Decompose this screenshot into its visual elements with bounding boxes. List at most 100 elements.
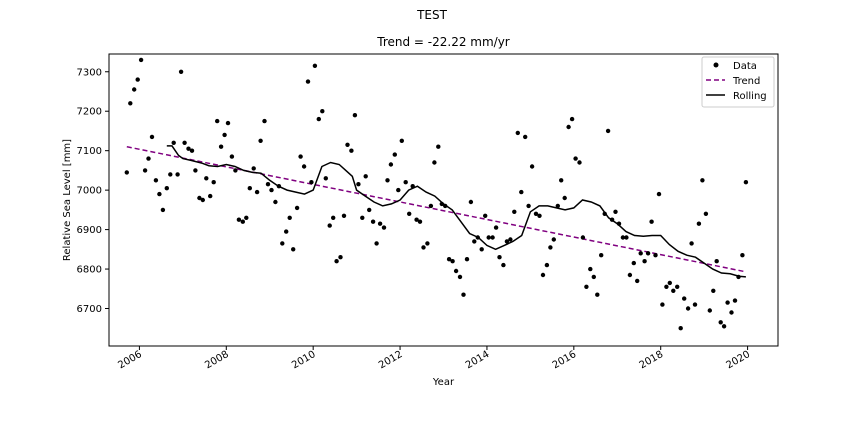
data-point	[457, 274, 463, 280]
data-point	[138, 57, 144, 63]
data-point	[605, 128, 611, 134]
data-point	[707, 308, 712, 313]
data-point	[360, 215, 365, 220]
data-point	[490, 235, 495, 240]
data-points	[124, 57, 749, 331]
data-point	[417, 219, 423, 224]
data-point	[392, 152, 397, 157]
data-point	[613, 209, 618, 214]
data-point	[645, 251, 651, 256]
data-point	[301, 164, 307, 169]
data-point	[512, 209, 517, 214]
y-tick-label-7100: 7100	[77, 146, 102, 157]
data-point	[258, 138, 263, 143]
trend-layer	[126, 145, 747, 273]
data-point	[414, 217, 419, 222]
data-point	[407, 211, 412, 216]
data-point	[533, 211, 539, 216]
data-point	[320, 109, 325, 114]
data-point	[367, 207, 372, 213]
y-axis-label: Relative Sea Level [mm]	[62, 139, 73, 261]
data-point	[740, 253, 745, 258]
data-point	[345, 142, 350, 147]
data-point	[559, 178, 564, 183]
data-point	[584, 284, 589, 289]
data-point	[468, 199, 474, 205]
x-tick-label-2020: 2020	[725, 349, 753, 371]
data-point	[149, 134, 155, 140]
data-point	[446, 257, 452, 262]
x-axis: 2006 2008 2010 2012 2014 2016 2018 2020	[116, 346, 752, 371]
data-point	[678, 326, 683, 331]
data-point	[312, 63, 318, 68]
data-point	[218, 144, 224, 149]
x-tick-label-2016: 2016	[551, 349, 579, 371]
data-point	[200, 197, 205, 203]
data-point	[689, 241, 694, 246]
data-point	[685, 306, 691, 311]
data-point	[356, 182, 361, 187]
data-point	[573, 156, 578, 161]
data-point	[193, 168, 198, 173]
data-point	[653, 253, 658, 258]
data-point	[428, 203, 434, 209]
data-point	[421, 245, 426, 250]
data-point	[700, 178, 705, 183]
data-point	[703, 211, 709, 216]
data-point	[642, 259, 647, 264]
trend-line	[126, 145, 747, 273]
data-point	[577, 160, 582, 165]
data-point	[439, 201, 444, 207]
data-point	[461, 292, 466, 297]
data-point	[548, 245, 553, 250]
data-point	[370, 219, 376, 224]
data-point	[157, 191, 162, 197]
data-point	[664, 284, 669, 289]
data-point	[711, 288, 716, 293]
data-point	[729, 310, 734, 315]
data-point	[671, 288, 676, 293]
data-point	[486, 235, 491, 240]
data-point	[189, 148, 195, 153]
data-point	[287, 215, 292, 220]
data-point	[146, 156, 151, 161]
data-point	[595, 292, 600, 297]
data-point	[732, 298, 738, 303]
data-point	[443, 203, 448, 209]
data-point	[483, 213, 488, 218]
data-point	[540, 272, 546, 278]
data-point	[164, 186, 169, 191]
data-point	[186, 146, 191, 151]
data-point	[635, 278, 640, 284]
data-point	[718, 320, 723, 325]
data-point	[588, 266, 593, 272]
data-point	[504, 239, 510, 244]
data-point	[519, 189, 524, 195]
plot-frame	[108, 53, 779, 347]
data-point	[410, 184, 415, 189]
data-point	[551, 237, 556, 242]
chart-title: Trend = -22.22 mm/yr	[376, 35, 510, 49]
data-point	[464, 257, 470, 262]
data-point	[696, 221, 702, 226]
data-point	[497, 255, 502, 260]
data-point	[142, 168, 148, 173]
data-point	[388, 162, 394, 167]
data-point	[197, 195, 202, 201]
data-point	[544, 262, 550, 268]
data-point	[128, 101, 133, 106]
data-point	[721, 324, 727, 329]
legend-label-data: Data	[733, 61, 757, 72]
data-point	[432, 160, 437, 165]
data-point	[211, 180, 216, 185]
data-point	[602, 211, 607, 216]
y-tick-label-6900: 6900	[77, 225, 102, 236]
data-point	[229, 154, 235, 159]
data-point	[247, 186, 252, 191]
data-point	[660, 302, 665, 307]
data-point	[537, 213, 542, 218]
data-point	[555, 203, 560, 209]
data-point	[233, 168, 238, 173]
data-point	[276, 184, 282, 189]
x-tick-label-2014: 2014	[464, 349, 492, 371]
